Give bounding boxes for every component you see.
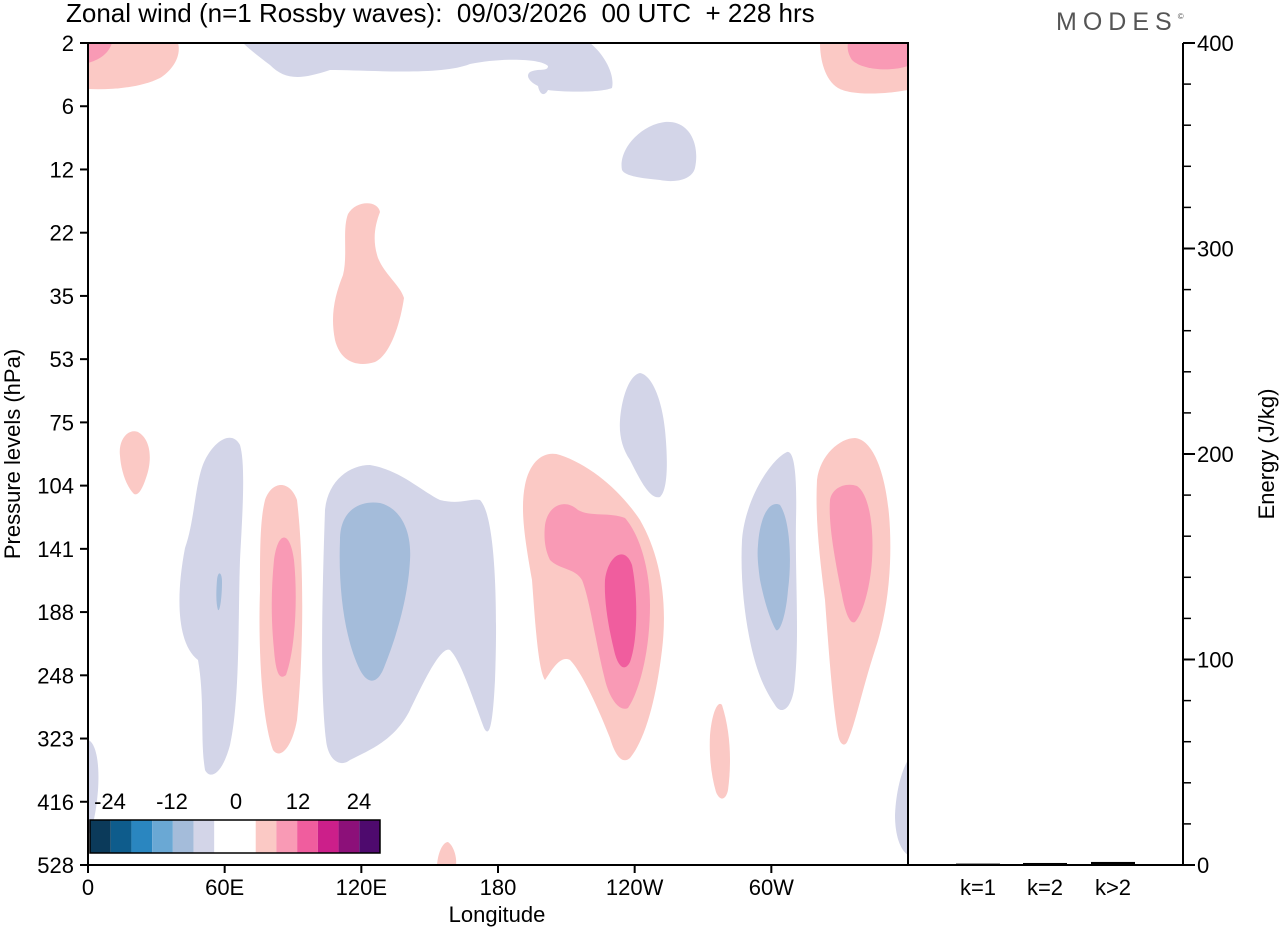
colorbar-swatch xyxy=(172,820,194,853)
contour-pos2-85e xyxy=(271,537,296,677)
energy-axis: 0 100 200 300 400 xyxy=(1183,31,1234,878)
energy-tick-label: 100 xyxy=(1197,648,1234,673)
contour-neg2-60w xyxy=(757,504,790,631)
colorbar-swatch xyxy=(214,820,235,853)
colorbar-tick-label: 12 xyxy=(286,789,310,814)
colorbar-swatch xyxy=(359,820,380,853)
energy-bar xyxy=(1091,861,1135,864)
contour-pos-bottom-180 xyxy=(437,842,457,865)
x-tick-label: 60E xyxy=(205,875,244,900)
colorbar-swatch xyxy=(193,820,215,853)
contour-field xyxy=(88,43,908,865)
colorbar-swatch xyxy=(276,820,298,853)
contour-pos2-top-left xyxy=(88,43,112,63)
y-tick-label: 323 xyxy=(37,727,74,752)
energy-tick-label: 300 xyxy=(1197,237,1234,262)
modes-logo: MODES© xyxy=(1056,8,1184,37)
y-tick-label: 141 xyxy=(37,537,74,562)
colorbar-tick-label: 24 xyxy=(347,789,371,814)
colorbar-tick-label: -12 xyxy=(156,789,188,814)
chart-title: Zonal wind (n=1 Rossby waves): 09/03/202… xyxy=(66,0,815,28)
energy-tick-label: 200 xyxy=(1197,442,1234,467)
logo-text: MODES xyxy=(1056,8,1178,36)
contour-neg2-120e xyxy=(339,502,411,681)
y-tick-label: 528 xyxy=(37,853,74,878)
colorbar-labels: -24 -12 0 12 24 xyxy=(94,789,371,814)
energy-tick-label: 400 xyxy=(1197,31,1234,56)
x-tick-label: 60W xyxy=(749,875,794,900)
contour-neg-50e xyxy=(179,437,244,775)
colorbar-swatch xyxy=(131,820,153,853)
energy-axis-label: Energy (J/kg) xyxy=(1254,389,1279,520)
energy-categories: k=1 k=2 k>2 xyxy=(960,875,1131,900)
y-tick-label: 12 xyxy=(50,157,74,182)
contour-neg-110w xyxy=(619,373,667,498)
energy-category-label: k=2 xyxy=(1027,875,1063,900)
energy-tick-label: 0 xyxy=(1197,853,1209,878)
contour-neg2-50e xyxy=(216,573,222,611)
x-tick-label: 120E xyxy=(336,875,387,900)
y-tick-label: 35 xyxy=(50,284,74,309)
energy-bar xyxy=(956,863,1000,866)
y-tick-label: 53 xyxy=(50,347,74,372)
x-tick-label: 180 xyxy=(480,875,517,900)
y-tick-label: 22 xyxy=(50,221,74,246)
energy-category-label: k=1 xyxy=(960,875,996,900)
colorbar-swatch xyxy=(297,820,318,853)
y-tick-label: 188 xyxy=(37,600,74,625)
colorbar-frame xyxy=(89,819,381,854)
contour-pos-80w xyxy=(709,703,730,799)
contour-neg-right-edge xyxy=(895,760,908,855)
colorbar-swatch xyxy=(255,820,277,853)
y-tick-label: 416 xyxy=(37,790,74,815)
energy-bars xyxy=(956,861,1135,866)
logo-copyright-mark: © xyxy=(1177,12,1184,21)
x-axis-label: Longitude xyxy=(449,902,546,927)
contour-pos2-30w xyxy=(829,484,873,623)
colorbar-swatch xyxy=(338,820,360,853)
y-tick-label: 104 xyxy=(37,474,74,499)
x-tick-label: 120W xyxy=(606,875,664,900)
colorbar-swatch xyxy=(110,820,132,853)
y-tick-label: 75 xyxy=(50,410,74,435)
contour-neg-top xyxy=(243,43,613,95)
energy-category-label: k>2 xyxy=(1095,875,1131,900)
contour-pos2-top-right xyxy=(847,43,908,70)
colorbar-swatch xyxy=(152,820,173,853)
colorbar-swatch xyxy=(317,820,339,853)
y-axis-label: Pressure levels (hPa) xyxy=(0,349,25,559)
y-tick-label: 2 xyxy=(62,31,74,56)
contour-neg-12hpa xyxy=(621,121,697,182)
colorbar-swatch xyxy=(90,820,111,853)
y-axis-left: 2 6 12 22 35 53 75 104 141 188 248 323 416 528 xyxy=(37,31,88,878)
colorbar-tick-label: -24 xyxy=(94,789,126,814)
energy-bar xyxy=(1023,862,1067,865)
contour-pos-20e xyxy=(119,431,150,495)
contour-pos-top-left xyxy=(88,43,179,90)
colorbar-tick-label: 0 xyxy=(230,789,242,814)
colorbar xyxy=(89,819,381,854)
contour-pos3-120w xyxy=(604,554,637,668)
x-axis: 0 60E 120E 180 120W 60W xyxy=(82,865,794,900)
colorbar-swatch xyxy=(235,820,256,853)
x-tick-label: 0 xyxy=(82,875,94,900)
y-tick-label: 6 xyxy=(62,94,74,119)
contour-pos-strat-120e xyxy=(332,203,404,364)
y-tick-label: 248 xyxy=(37,663,74,688)
contour-neg-left-edge xyxy=(88,740,99,835)
